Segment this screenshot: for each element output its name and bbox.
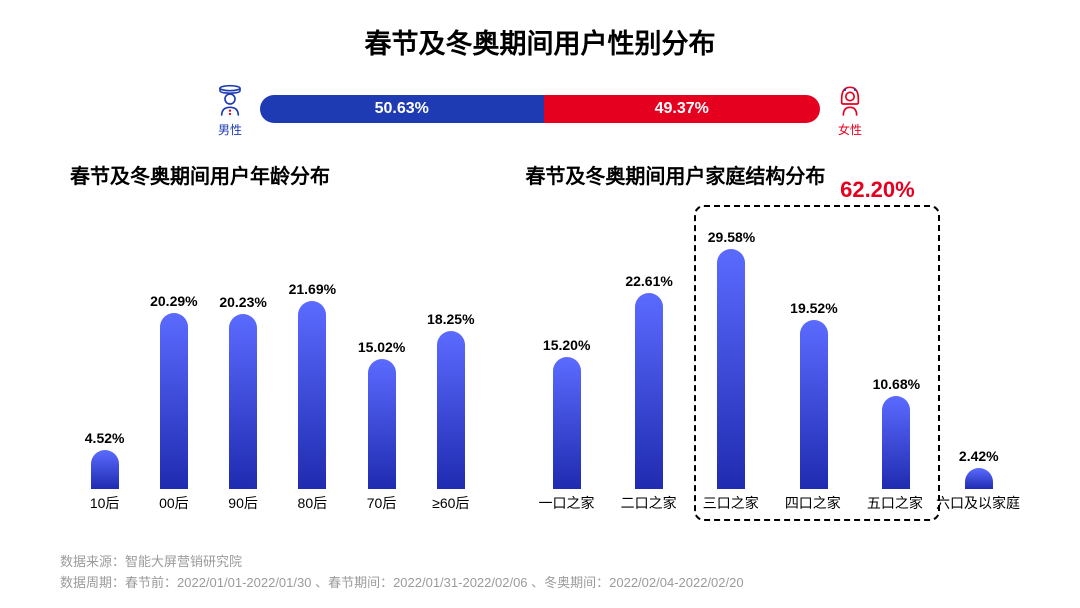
category-label: 80后 — [278, 493, 347, 519]
bar-value-label: 15.02% — [358, 339, 405, 355]
footer-period: 数据周期：春节前：2022/01/01-2022/01/30 、春节期间：202… — [60, 573, 744, 594]
main-title: 春节及冬奥期间用户性别分布 — [0, 0, 1080, 61]
gender-bar-section: 男性 50.63% 49.37% 女性 — [0, 79, 1080, 138]
family-chart-title: 春节及冬奥期间用户家庭结构分布 — [525, 160, 1020, 189]
category-label: 70后 — [347, 493, 416, 519]
bar-slot: 29.58% — [690, 229, 772, 489]
category-label: 90后 — [208, 493, 277, 519]
male-icon — [210, 79, 250, 119]
category-label: 一口之家 — [525, 493, 607, 519]
bar-value-label: 29.58% — [708, 229, 755, 245]
bar — [229, 314, 257, 489]
bar — [553, 357, 581, 489]
bar-slot: 22.61% — [608, 229, 690, 489]
bar-slot: 15.02% — [347, 229, 416, 489]
bar — [368, 359, 396, 489]
female-icon-wrap: 女性 — [830, 79, 870, 138]
category-label: 10后 — [70, 493, 139, 519]
category-label: ≥60后 — [416, 493, 485, 519]
male-icon-wrap: 男性 — [210, 79, 250, 138]
gender-bar: 50.63% 49.37% — [260, 95, 820, 123]
bar-slot: 20.29% — [139, 229, 208, 489]
bar-slot: 18.25% — [416, 229, 485, 489]
bar — [635, 293, 663, 489]
bar-value-label: 19.52% — [790, 300, 837, 316]
bar-value-label: 10.68% — [873, 376, 920, 392]
bar-value-label: 20.29% — [150, 293, 197, 309]
family-category-labels: 一口之家二口之家三口之家四口之家五口之家六口及以家庭 — [525, 493, 1020, 519]
bar-value-label: 21.69% — [289, 281, 336, 297]
male-label: 男性 — [218, 121, 242, 138]
bar-slot: 4.52% — [70, 229, 139, 489]
female-pct: 49.37% — [655, 100, 709, 118]
footer: 数据来源：智能大屏营销研究院 数据周期：春节前：2022/01/01-2022/… — [60, 552, 744, 594]
charts-row: 春节及冬奥期间用户年龄分布 4.52% 20.29% 20.23% 21.69% 15.… — [0, 160, 1080, 519]
family-bars: 15.20% 22.61% 29.58% 19.52% 10.68% 2.42% — [525, 229, 1020, 489]
age-category-labels: 10后00后90后80后70后≥60后 — [70, 493, 485, 519]
female-label: 女性 — [838, 121, 862, 138]
bar — [717, 249, 745, 489]
footer-source: 数据来源：智能大屏营销研究院 — [60, 552, 744, 573]
bar — [965, 468, 993, 489]
category-label: 六口及以家庭 — [936, 493, 1020, 519]
highlight-percent: 62.20% — [840, 177, 915, 203]
gender-female-segment: 49.37% — [544, 95, 820, 123]
bar — [437, 331, 465, 489]
bar-slot: 15.20% — [525, 229, 607, 489]
female-icon — [830, 79, 870, 119]
bar-value-label: 15.20% — [543, 337, 590, 353]
category-label: 四口之家 — [772, 493, 854, 519]
category-label: 五口之家 — [854, 493, 936, 519]
male-pct: 50.63% — [375, 100, 429, 118]
gender-male-segment: 50.63% — [260, 95, 544, 123]
family-chart: 春节及冬奥期间用户家庭结构分布 15.20% 22.61% 29.58% 19.52%… — [525, 160, 1020, 519]
bar — [160, 313, 188, 489]
category-label: 二口之家 — [608, 493, 690, 519]
bar-slot: 10.68% — [855, 229, 937, 489]
bar-slot: 2.42% — [938, 229, 1020, 489]
bar-value-label: 20.23% — [219, 294, 266, 310]
bar-value-label: 22.61% — [625, 273, 672, 289]
bar-value-label: 18.25% — [427, 311, 474, 327]
category-label: 三口之家 — [690, 493, 772, 519]
bar — [91, 450, 119, 489]
bar — [882, 396, 910, 489]
bar — [800, 320, 828, 489]
age-chart-title: 春节及冬奥期间用户年龄分布 — [70, 160, 485, 189]
bar-slot: 21.69% — [278, 229, 347, 489]
bar-slot: 19.52% — [773, 229, 855, 489]
bar-value-label: 2.42% — [959, 448, 999, 464]
bar — [298, 301, 326, 489]
age-chart-area: 4.52% 20.29% 20.23% 21.69% 15.02% 18.25% 10后0… — [70, 199, 485, 519]
bar-value-label: 4.52% — [85, 430, 125, 446]
age-bars: 4.52% 20.29% 20.23% 21.69% 15.02% 18.25% — [70, 229, 485, 489]
category-label: 00后 — [139, 493, 208, 519]
family-chart-area: 15.20% 22.61% 29.58% 19.52% 10.68% 2.42% 一口之家… — [525, 199, 1020, 519]
age-chart: 春节及冬奥期间用户年龄分布 4.52% 20.29% 20.23% 21.69% 15.… — [70, 160, 485, 519]
bar-slot: 20.23% — [208, 229, 277, 489]
